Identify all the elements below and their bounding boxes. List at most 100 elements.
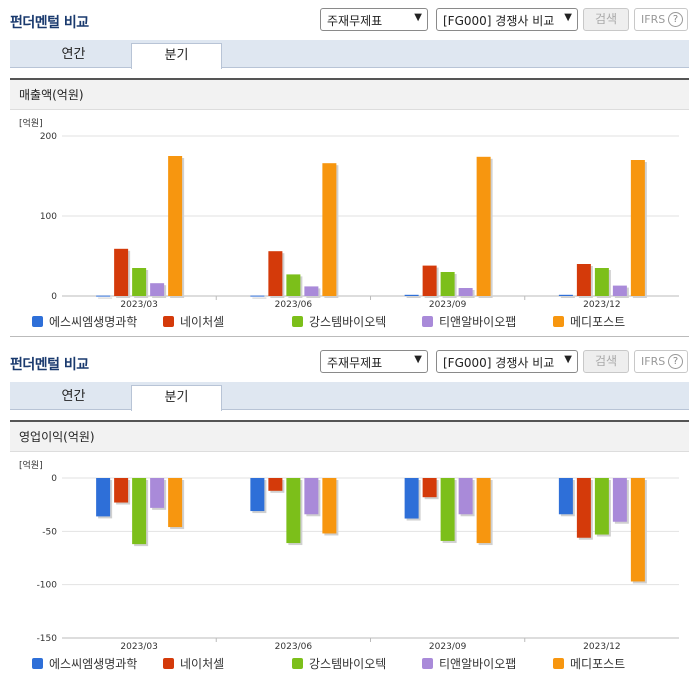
bar[interactable] bbox=[630, 160, 645, 296]
bar[interactable] bbox=[250, 478, 265, 512]
statement-select-value: 주재무제표 bbox=[327, 14, 383, 28]
sales-chart-svg: [억원] 0 100 200 2023/03 2023/06 2023/09 2023/12 bbox=[19, 117, 679, 310]
divider bbox=[10, 336, 689, 337]
bar[interactable] bbox=[268, 251, 283, 296]
x-tick-label: 2023/06 bbox=[275, 300, 313, 310]
chevron-down-icon: ▼ bbox=[564, 12, 572, 23]
bar[interactable] bbox=[168, 478, 183, 528]
bar[interactable] bbox=[286, 274, 301, 296]
bar[interactable] bbox=[594, 478, 609, 535]
bar[interactable] bbox=[458, 288, 473, 296]
ifrs-button[interactable]: IFRS? bbox=[634, 350, 688, 373]
tab-quarterly[interactable]: 분기 bbox=[131, 43, 222, 69]
tab-annual[interactable]: 연간 bbox=[61, 47, 86, 62]
legend-swatch bbox=[292, 658, 303, 669]
ifrs-label: IFRS bbox=[641, 13, 666, 26]
bar[interactable] bbox=[612, 285, 627, 296]
bar[interactable] bbox=[250, 295, 265, 297]
x-tick-label: 2023/06 bbox=[275, 642, 313, 652]
bar[interactable] bbox=[96, 478, 111, 517]
chart-legend: 에스씨엠생명과학 네이처셀 강스템바이오텍 티앤알바이오팹 메디포스트 bbox=[10, 653, 689, 673]
legend-label: 네이처셀 bbox=[180, 657, 225, 671]
x-tick-label: 2023/09 bbox=[429, 300, 467, 310]
legend-item[interactable]: 강스템바이오텍 bbox=[292, 655, 386, 672]
help-icon[interactable]: ? bbox=[668, 354, 683, 369]
search-button[interactable]: 검색 bbox=[583, 8, 629, 31]
bar[interactable] bbox=[96, 295, 111, 297]
bar[interactable] bbox=[114, 478, 129, 503]
legend-swatch bbox=[553, 316, 564, 327]
bar[interactable] bbox=[150, 478, 165, 508]
bar[interactable] bbox=[440, 478, 455, 541]
bar[interactable] bbox=[458, 478, 473, 515]
y-tick-label: 100 bbox=[40, 212, 57, 222]
legend-label: 에스씨엠생명과학 bbox=[49, 315, 138, 329]
legend-item[interactable]: 네이처셀 bbox=[163, 313, 224, 330]
bar[interactable] bbox=[612, 478, 627, 522]
bar[interactable] bbox=[168, 156, 183, 296]
legend-label: 강스템바이오텍 bbox=[309, 315, 387, 329]
legend-label: 에스씨엠생명과학 bbox=[49, 657, 138, 671]
legend-item[interactable]: 티앤알바이오팹 bbox=[422, 655, 516, 672]
legend-item[interactable]: 메디포스트 bbox=[553, 313, 625, 330]
legend-item[interactable]: 강스템바이오텍 bbox=[292, 313, 386, 330]
legend-label: 강스템바이오텍 bbox=[309, 657, 387, 671]
tab-quarterly[interactable]: 분기 bbox=[131, 385, 222, 411]
bar[interactable] bbox=[422, 265, 437, 296]
y-tick-label: -50 bbox=[42, 527, 57, 537]
bar[interactable] bbox=[286, 478, 301, 544]
legend-swatch bbox=[32, 316, 43, 327]
legend-swatch bbox=[32, 658, 43, 669]
bar[interactable] bbox=[404, 478, 419, 519]
bar[interactable] bbox=[422, 478, 437, 498]
tab-annual[interactable]: 연간 bbox=[61, 389, 86, 404]
x-tick-label: 2023/03 bbox=[120, 300, 157, 310]
panel-title: 펀더멘털 비교 bbox=[10, 357, 89, 373]
bar[interactable] bbox=[132, 268, 147, 296]
legend-item[interactable]: 네이처셀 bbox=[163, 655, 224, 672]
bar[interactable] bbox=[150, 283, 165, 296]
bar[interactable] bbox=[630, 478, 645, 582]
bar[interactable] bbox=[476, 478, 491, 544]
bar[interactable] bbox=[558, 294, 573, 296]
statement-select[interactable]: 주재무제표 ▼ bbox=[320, 350, 428, 373]
legend-item[interactable]: 에스씨엠생명과학 bbox=[32, 313, 137, 330]
bar[interactable] bbox=[440, 272, 455, 296]
x-tick-label: 2023/03 bbox=[120, 642, 157, 652]
legend-swatch bbox=[553, 658, 564, 669]
bar[interactable] bbox=[304, 478, 319, 515]
help-icon[interactable]: ? bbox=[668, 12, 683, 27]
legend-swatch bbox=[422, 316, 433, 327]
section-title: 매출액(억원) bbox=[10, 78, 689, 110]
x-tick-label: 2023/09 bbox=[429, 642, 467, 652]
peer-select-value: [FG000] 경쟁사 비교 bbox=[443, 356, 555, 370]
y-tick-label: 200 bbox=[40, 132, 57, 142]
bar[interactable] bbox=[322, 478, 337, 534]
bar[interactable] bbox=[268, 478, 283, 491]
peer-select[interactable]: [FG000] 경쟁사 비교 ▼ bbox=[436, 8, 578, 31]
bar[interactable] bbox=[132, 478, 147, 545]
legend-item[interactable]: 메디포스트 bbox=[553, 655, 625, 672]
bar[interactable] bbox=[576, 264, 591, 296]
search-button[interactable]: 검색 bbox=[583, 350, 629, 373]
bar[interactable] bbox=[304, 286, 319, 296]
y-tick-label: -150 bbox=[37, 634, 58, 644]
bar[interactable] bbox=[476, 156, 491, 296]
legend-item[interactable]: 티앤알바이오팹 bbox=[422, 313, 516, 330]
bar[interactable] bbox=[114, 248, 129, 296]
legend-swatch bbox=[422, 658, 433, 669]
bar[interactable] bbox=[404, 294, 419, 296]
bar[interactable] bbox=[594, 268, 609, 296]
bar[interactable] bbox=[558, 478, 573, 515]
bar[interactable] bbox=[322, 163, 337, 296]
bar-shadow bbox=[406, 296, 421, 298]
legend-item[interactable]: 에스씨엠생명과학 bbox=[32, 655, 137, 672]
bar[interactable] bbox=[576, 478, 591, 538]
period-tabs: 연간 분기 bbox=[10, 40, 689, 69]
statement-select[interactable]: 주재무제표 ▼ bbox=[320, 8, 428, 31]
y-tick-label: 0 bbox=[51, 474, 57, 484]
ifrs-button[interactable]: IFRS? bbox=[634, 8, 688, 31]
legend-label: 메디포스트 bbox=[570, 657, 626, 671]
x-tick-label: 2023/12 bbox=[583, 642, 620, 652]
peer-select[interactable]: [FG000] 경쟁사 비교 ▼ bbox=[436, 350, 578, 373]
